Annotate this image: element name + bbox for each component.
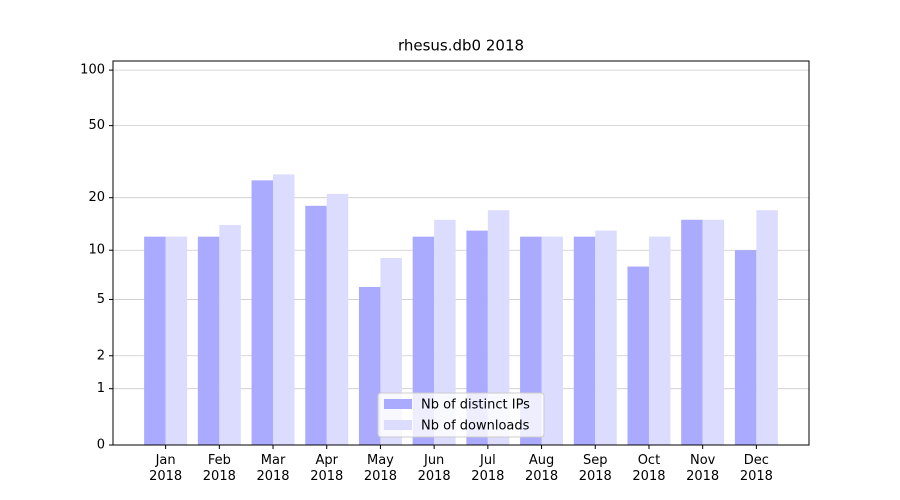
plot-frame bbox=[112, 60, 810, 446]
bar bbox=[251, 180, 274, 445]
x-tick-label: Aug 2018 bbox=[525, 453, 559, 484]
bar bbox=[197, 236, 220, 445]
bar bbox=[681, 219, 703, 445]
bar bbox=[466, 230, 488, 445]
bar bbox=[595, 230, 617, 445]
y-tick-label: 2 bbox=[97, 348, 105, 363]
bar bbox=[648, 236, 671, 445]
bar bbox=[305, 205, 327, 445]
legend-swatch bbox=[384, 399, 412, 409]
bar bbox=[487, 210, 510, 445]
y-tick-label: 100 bbox=[80, 63, 105, 78]
y-tick-label: 10 bbox=[88, 243, 105, 258]
bar bbox=[144, 236, 166, 445]
bar bbox=[734, 250, 757, 445]
x-tick-label: Feb 2018 bbox=[202, 453, 236, 484]
x-tick-label: Jan 2018 bbox=[149, 453, 183, 484]
bar bbox=[326, 193, 349, 445]
y-tick-label: 5 bbox=[97, 292, 105, 307]
bar bbox=[358, 286, 381, 445]
x-tick-label: May 2018 bbox=[363, 453, 397, 484]
legend-box bbox=[377, 392, 545, 438]
bar bbox=[219, 225, 241, 445]
x-tick-label: Jun 2018 bbox=[417, 453, 451, 484]
x-tick-label: Dec 2018 bbox=[739, 453, 773, 484]
x-tick-label: Oct 2018 bbox=[632, 453, 666, 484]
legend: Nb of distinct IPs Nb of downloads bbox=[377, 392, 545, 438]
bar bbox=[627, 266, 649, 445]
x-tick-label: Jul 2018 bbox=[471, 453, 505, 484]
legend-label: Nb of distinct IPs bbox=[421, 398, 530, 413]
legend-label: Nb of downloads bbox=[421, 419, 530, 434]
x-tick-label: Sep 2018 bbox=[578, 453, 612, 484]
x-tick-label: Mar 2018 bbox=[256, 453, 290, 484]
x-tick-label: Nov 2018 bbox=[686, 453, 720, 484]
bar bbox=[702, 219, 725, 445]
bar bbox=[573, 236, 596, 445]
bar bbox=[434, 219, 456, 445]
bar bbox=[541, 236, 564, 445]
y-tick-label: 50 bbox=[88, 118, 105, 133]
bar bbox=[165, 236, 188, 445]
chart-title: rhesus.db0 2018 bbox=[398, 37, 524, 55]
y-tick-label: 1 bbox=[97, 381, 105, 396]
legend-swatch bbox=[384, 420, 412, 430]
y-tick-label: 20 bbox=[88, 190, 105, 205]
x-tick-label: Apr 2018 bbox=[310, 453, 344, 484]
bar bbox=[273, 174, 295, 446]
y-tick-label: 0 bbox=[97, 438, 105, 453]
bar bbox=[756, 210, 778, 445]
